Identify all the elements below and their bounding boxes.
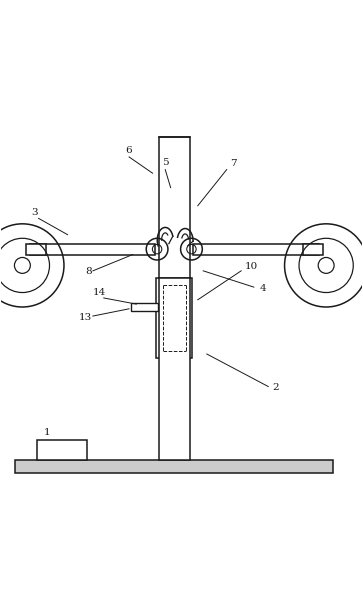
Text: 6: 6 bbox=[126, 146, 132, 155]
Bar bbox=[30, 244, 155, 255]
Text: 4: 4 bbox=[259, 284, 266, 293]
Text: 1: 1 bbox=[44, 429, 51, 437]
Text: 3: 3 bbox=[32, 208, 38, 217]
Text: 7: 7 bbox=[230, 159, 237, 168]
Text: 2: 2 bbox=[272, 383, 278, 392]
Bar bbox=[159, 278, 189, 460]
Bar bbox=[26, 244, 46, 255]
Bar bbox=[37, 440, 87, 460]
Bar bbox=[193, 244, 319, 255]
Text: 13: 13 bbox=[78, 313, 92, 322]
Text: 10: 10 bbox=[245, 262, 258, 271]
Bar bbox=[156, 278, 192, 357]
Text: 14: 14 bbox=[93, 288, 106, 297]
Text: 5: 5 bbox=[162, 158, 168, 167]
Text: 8: 8 bbox=[86, 266, 92, 276]
Bar bbox=[15, 460, 333, 473]
Bar bbox=[131, 303, 158, 311]
Bar bbox=[159, 137, 189, 278]
Bar bbox=[303, 244, 323, 255]
